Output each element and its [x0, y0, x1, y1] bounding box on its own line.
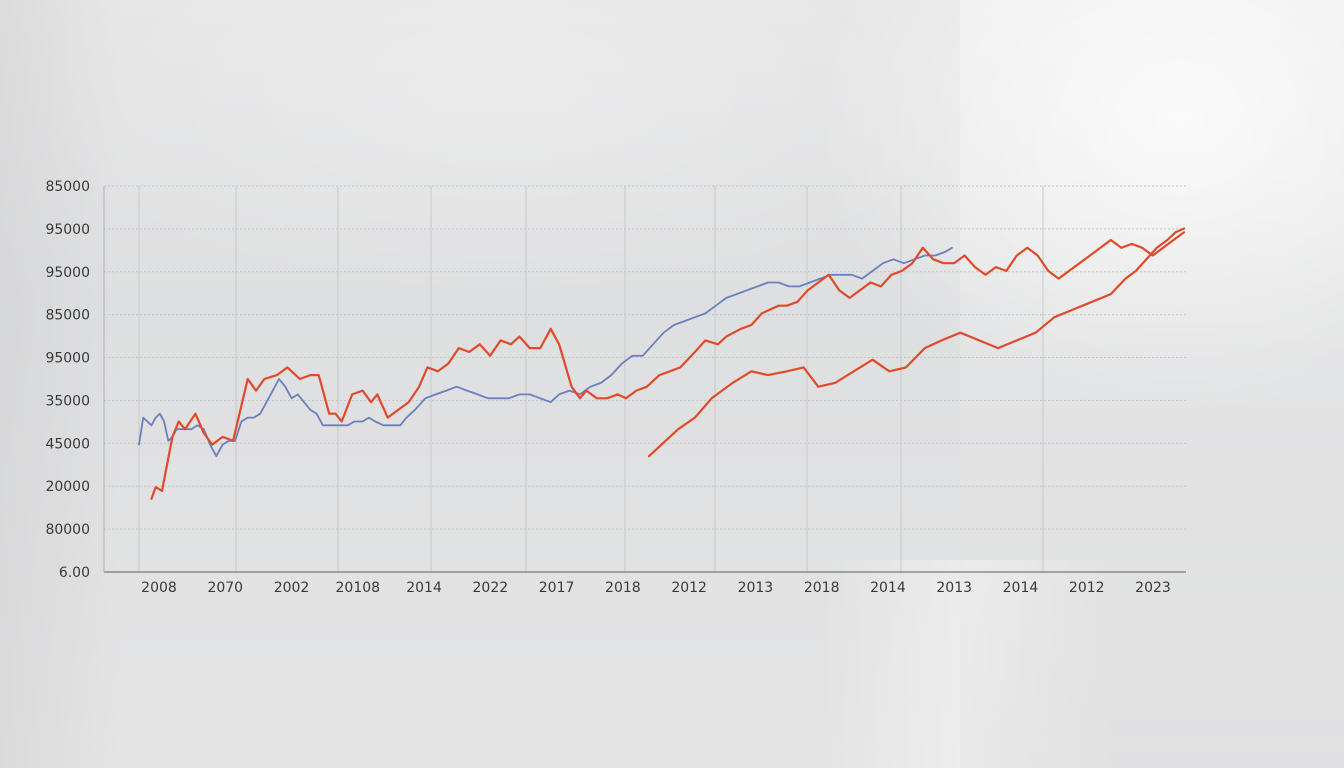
y-tick-label: 95000 [45, 351, 90, 367]
background-light-streak [820, 560, 1120, 768]
y-tick-label: 85000 [45, 179, 90, 195]
y-axis-tick-labels: 6.00 80000 20000 45000 35000 95000 85000 95000 9… [45, 179, 90, 581]
x-tick-label: 2013 [936, 580, 972, 596]
chart-axes [103, 186, 1186, 573]
x-tick-label: 2012 [671, 580, 707, 596]
y-tick-label: 80000 [45, 522, 90, 538]
x-tick-label: 2018 [804, 580, 840, 596]
x-tick-label: 2014 [1003, 580, 1039, 596]
x-tick-label: 2014 [406, 580, 442, 596]
x-tick-label: 2022 [473, 580, 509, 596]
x-tick-label: 2014 [870, 580, 906, 596]
y-tick-label: 85000 [45, 308, 90, 324]
chart-series [138, 227, 1186, 500]
x-tick-label: 2023 [1135, 580, 1171, 596]
series-line-1 [138, 246, 953, 458]
chart-grid [104, 185, 1186, 572]
y-tick-label: 35000 [45, 393, 90, 409]
y-tick-label: 20000 [45, 479, 90, 495]
series-line-2 [150, 231, 1186, 500]
x-tick-label: 20108 [336, 580, 381, 596]
x-tick-label: 2013 [738, 580, 774, 596]
x-tick-label: 2070 [207, 580, 243, 596]
y-tick-label: 6.00 [59, 565, 90, 581]
x-tick-label: 2008 [141, 580, 177, 596]
x-axis-tick-labels: 2008 2070 2002 20108 2014 2022 2017 2018 2012 201… [141, 580, 1171, 596]
series-line-3 [647, 227, 1186, 458]
x-tick-label: 2012 [1069, 580, 1105, 596]
background-window-light [960, 0, 1344, 768]
y-tick-label: 45000 [45, 436, 90, 452]
y-tick-label: 95000 [45, 265, 90, 281]
x-tick-label: 2018 [605, 580, 641, 596]
y-tick-label: 95000 [45, 222, 90, 238]
x-tick-label: 2017 [539, 580, 575, 596]
x-tick-label: 2002 [274, 580, 310, 596]
background-shadow-left [0, 0, 120, 768]
